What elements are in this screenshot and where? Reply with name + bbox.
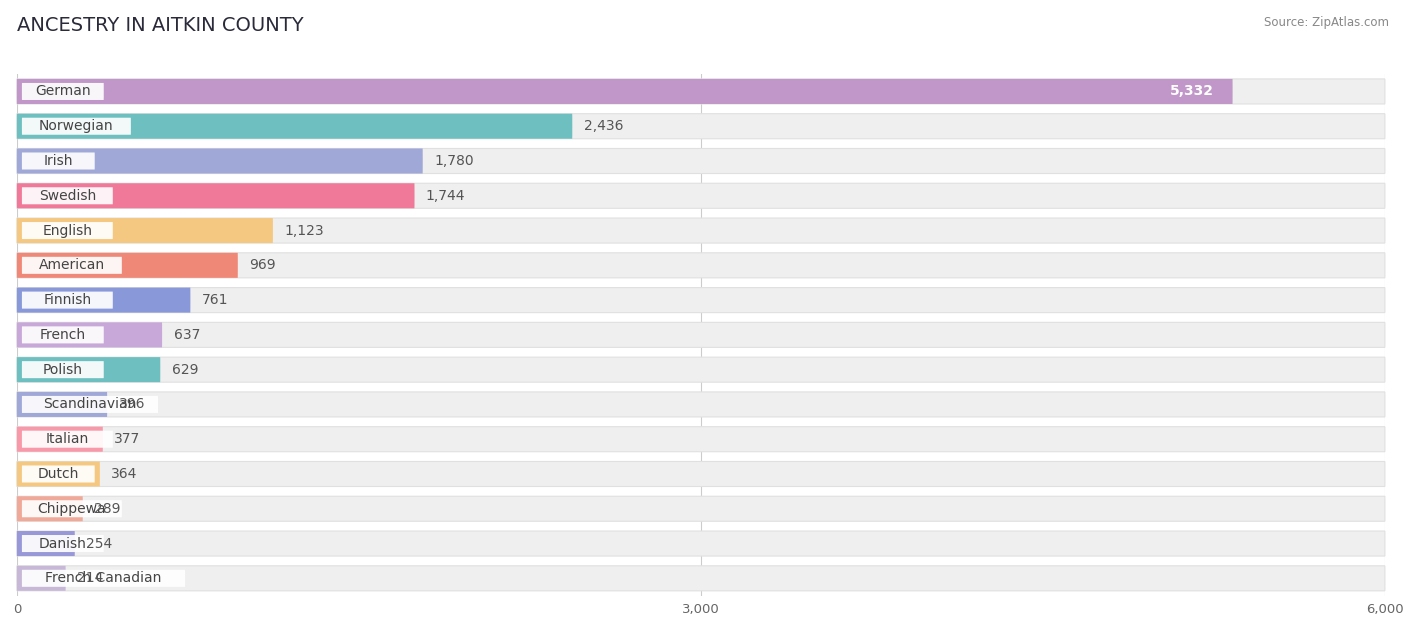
FancyBboxPatch shape xyxy=(17,531,75,556)
FancyBboxPatch shape xyxy=(17,427,103,451)
FancyBboxPatch shape xyxy=(22,466,94,482)
Text: 1,780: 1,780 xyxy=(434,154,474,168)
FancyBboxPatch shape xyxy=(17,392,1385,417)
FancyBboxPatch shape xyxy=(17,79,1233,104)
Text: French Canadian: French Canadian xyxy=(45,571,162,585)
Text: ANCESTRY IN AITKIN COUNTY: ANCESTRY IN AITKIN COUNTY xyxy=(17,16,304,35)
Text: Norwegian: Norwegian xyxy=(39,119,114,133)
FancyBboxPatch shape xyxy=(22,535,104,552)
Text: English: English xyxy=(42,223,93,238)
Text: Danish: Danish xyxy=(39,536,87,551)
FancyBboxPatch shape xyxy=(17,288,1385,312)
Text: 2,436: 2,436 xyxy=(583,119,623,133)
Text: French: French xyxy=(39,328,86,342)
FancyBboxPatch shape xyxy=(17,184,415,208)
FancyBboxPatch shape xyxy=(22,187,112,204)
Text: American: American xyxy=(39,258,105,272)
Text: Scandinavian: Scandinavian xyxy=(44,397,136,412)
FancyBboxPatch shape xyxy=(17,79,1385,104)
Text: 377: 377 xyxy=(114,432,141,446)
Text: Swedish: Swedish xyxy=(39,189,96,203)
FancyBboxPatch shape xyxy=(17,323,1385,347)
FancyBboxPatch shape xyxy=(17,392,107,417)
FancyBboxPatch shape xyxy=(17,566,66,591)
FancyBboxPatch shape xyxy=(17,462,100,486)
Text: 1,744: 1,744 xyxy=(426,189,465,203)
Text: Irish: Irish xyxy=(44,154,73,168)
FancyBboxPatch shape xyxy=(17,427,1385,451)
Text: 289: 289 xyxy=(94,502,121,516)
FancyBboxPatch shape xyxy=(17,253,1385,278)
FancyBboxPatch shape xyxy=(17,114,572,138)
FancyBboxPatch shape xyxy=(22,327,104,343)
FancyBboxPatch shape xyxy=(17,288,190,312)
FancyBboxPatch shape xyxy=(17,218,1385,243)
FancyBboxPatch shape xyxy=(17,497,1385,521)
Text: Italian: Italian xyxy=(46,432,89,446)
FancyBboxPatch shape xyxy=(22,570,186,587)
FancyBboxPatch shape xyxy=(17,566,1385,591)
FancyBboxPatch shape xyxy=(22,257,122,274)
FancyBboxPatch shape xyxy=(17,497,83,521)
Text: 969: 969 xyxy=(249,258,276,272)
FancyBboxPatch shape xyxy=(17,253,238,278)
Text: German: German xyxy=(35,84,90,99)
FancyBboxPatch shape xyxy=(22,153,94,169)
FancyBboxPatch shape xyxy=(22,222,112,239)
Text: 1,123: 1,123 xyxy=(284,223,323,238)
FancyBboxPatch shape xyxy=(17,531,1385,556)
FancyBboxPatch shape xyxy=(22,500,122,517)
FancyBboxPatch shape xyxy=(17,149,423,173)
Text: 5,332: 5,332 xyxy=(1170,84,1215,99)
FancyBboxPatch shape xyxy=(17,462,1385,486)
Text: 254: 254 xyxy=(86,536,112,551)
FancyBboxPatch shape xyxy=(22,292,112,308)
FancyBboxPatch shape xyxy=(22,396,157,413)
Text: 637: 637 xyxy=(173,328,200,342)
FancyBboxPatch shape xyxy=(22,431,112,448)
Text: 364: 364 xyxy=(111,467,138,481)
FancyBboxPatch shape xyxy=(17,114,1385,138)
FancyBboxPatch shape xyxy=(22,118,131,135)
Text: 629: 629 xyxy=(172,363,198,377)
FancyBboxPatch shape xyxy=(17,357,160,382)
FancyBboxPatch shape xyxy=(17,357,1385,382)
FancyBboxPatch shape xyxy=(17,149,1385,173)
Text: 214: 214 xyxy=(77,571,104,585)
Text: Chippewa: Chippewa xyxy=(38,502,107,516)
FancyBboxPatch shape xyxy=(17,184,1385,208)
FancyBboxPatch shape xyxy=(22,361,104,378)
Text: Source: ZipAtlas.com: Source: ZipAtlas.com xyxy=(1264,16,1389,29)
FancyBboxPatch shape xyxy=(22,83,104,100)
Text: Dutch: Dutch xyxy=(38,467,79,481)
Text: 761: 761 xyxy=(202,293,228,307)
FancyBboxPatch shape xyxy=(17,323,162,347)
Text: Polish: Polish xyxy=(42,363,83,377)
Text: 396: 396 xyxy=(118,397,145,412)
Text: Finnish: Finnish xyxy=(44,293,91,307)
FancyBboxPatch shape xyxy=(17,218,273,243)
